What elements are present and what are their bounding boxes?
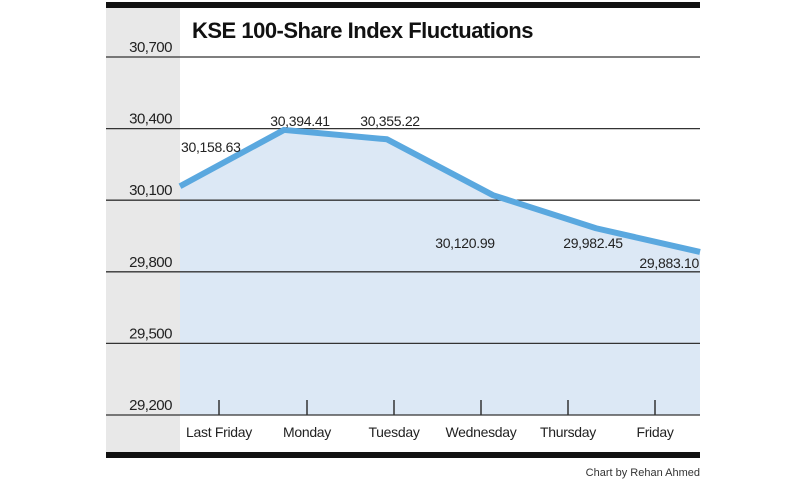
chart-credit: Chart by Rehan Ahmed xyxy=(586,467,700,479)
series-line xyxy=(178,126,701,255)
x-tick-label: Last Friday xyxy=(186,424,252,440)
data-label: 30,120.99 xyxy=(435,235,495,251)
y-tick-label: 29,500 xyxy=(129,325,172,342)
y-tick-label: 29,200 xyxy=(129,397,172,414)
y-tick-label: 29,800 xyxy=(129,254,172,271)
y-tick-label: 30,700 xyxy=(129,39,172,56)
x-tick-label: Thursday xyxy=(540,424,596,440)
top-border xyxy=(106,2,700,8)
data-label: 29,883.10 xyxy=(639,255,699,271)
x-tick-label: Tuesday xyxy=(368,424,419,440)
data-label: 30,158.63 xyxy=(181,139,241,155)
bottom-border xyxy=(106,452,700,458)
area-fill xyxy=(180,129,700,415)
y-tick-label: 30,100 xyxy=(129,182,172,199)
y-tick-label: 30,400 xyxy=(129,111,172,128)
x-tick-label: Wednesday xyxy=(446,424,517,440)
x-tick-label: Friday xyxy=(636,424,673,440)
data-label: 29,982.45 xyxy=(563,235,623,251)
x-tick-label: Monday xyxy=(283,424,331,440)
data-label: 30,394.41 xyxy=(270,113,330,129)
data-label: 30,355.22 xyxy=(360,113,420,129)
chart-title: KSE 100-Share Index Fluctuations xyxy=(192,18,533,43)
y-axis-panel xyxy=(106,8,180,456)
